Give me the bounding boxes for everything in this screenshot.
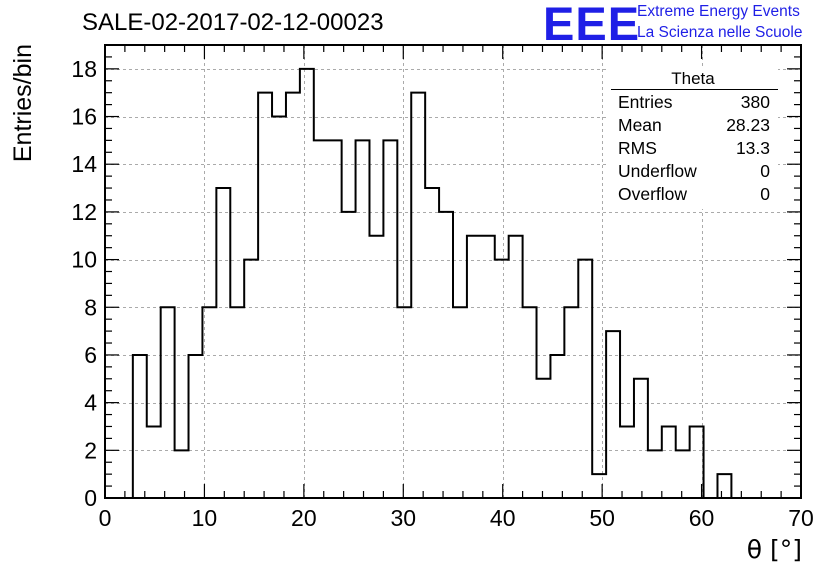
histogram-bin (356, 140, 370, 498)
stats-title: Theta (671, 69, 715, 88)
histogram-bin (230, 307, 244, 498)
stats-row: RMS 13.3 (618, 138, 770, 160)
histogram-bin (202, 307, 216, 498)
stats-label: Entries (618, 92, 673, 112)
histogram-bin (133, 355, 147, 498)
stats-value: 380 (740, 92, 770, 112)
eee-logo: EEE (543, 0, 641, 50)
x-tick-label: 20 (291, 505, 317, 531)
stats-label: Mean (618, 115, 662, 135)
histogram-bin (550, 355, 564, 498)
x-axis-label: θ [°] (747, 535, 802, 564)
stats-value: 28.23 (726, 115, 770, 135)
histogram-bin (509, 236, 523, 498)
y-tick-label: 12 (71, 199, 97, 225)
histogram-bin (300, 69, 314, 498)
stats-row: Underflow 0 (618, 161, 770, 183)
stats-label: Underflow (618, 161, 697, 181)
y-axis-label: Entries/bin (9, 44, 37, 162)
stats-row: Entries 380 (618, 92, 770, 114)
x-tick-label: 60 (689, 505, 715, 531)
stats-label: Overflow (618, 184, 688, 204)
stats-box: Theta Entries 380 Mean 28.23 RMS 13.3 Un… (608, 69, 778, 209)
histogram-bin (147, 426, 161, 498)
axis-ticks (104, 44, 802, 499)
histogram-bin (662, 426, 676, 498)
histogram-bin (592, 474, 606, 498)
histogram-bin (161, 307, 175, 498)
y-tick-label: 18 (71, 56, 97, 82)
histogram-bin (537, 379, 551, 498)
histogram-bin (314, 140, 328, 498)
histogram-bin (369, 236, 383, 498)
x-tick-label: 30 (390, 505, 416, 531)
histogram-bin (717, 474, 731, 498)
histogram-bin (495, 260, 509, 498)
histogram-bin (411, 93, 425, 498)
x-tick-label: 70 (788, 505, 814, 531)
stats-value: 13.3 (735, 138, 770, 158)
histogram-bin (634, 379, 648, 498)
y-tick-label: 8 (84, 294, 97, 320)
y-tick-label: 0 (84, 485, 97, 511)
histogram-bin (216, 188, 230, 498)
histogram-bin (523, 307, 537, 498)
histogram-bin (175, 450, 189, 498)
run-title: SALE-02-2017-02-12-00023 (82, 9, 384, 36)
y-tick-label: 14 (71, 151, 97, 177)
histogram-bin (690, 426, 704, 498)
histogram-bin (453, 307, 467, 498)
logo-caption-line2: La Scienza nelle Scuole (637, 24, 803, 41)
histogram-bin (620, 426, 634, 498)
histogram-bin (439, 212, 453, 498)
stats-value: 0 (760, 184, 770, 204)
histogram-bin (676, 450, 690, 498)
histogram-bin (425, 188, 439, 498)
histogram-bin (383, 140, 397, 498)
stats-label: RMS (618, 138, 657, 158)
histogram-bin (244, 260, 258, 498)
stats-row: Overflow 0 (618, 184, 770, 206)
histogram-bin (272, 117, 286, 498)
logo-caption-line1: Extreme Energy Events (637, 3, 800, 20)
x-tick-label: 40 (490, 505, 516, 531)
histogram-outline (118, 67, 733, 499)
y-tick-label: 6 (84, 342, 97, 368)
histogram-bin (648, 450, 662, 498)
histogram-bin (606, 331, 620, 498)
y-tick-label: 16 (71, 104, 97, 130)
stats-value: 0 (760, 161, 770, 181)
histogram-bin (258, 93, 272, 498)
stats-row: Mean 28.23 (618, 115, 770, 137)
histogram-bin (481, 236, 495, 498)
y-tick-label: 2 (84, 437, 97, 463)
histogram-bin (328, 140, 342, 498)
histogram-bin (397, 307, 411, 498)
histogram-bin (286, 93, 300, 498)
plot-frame (104, 44, 802, 499)
x-tick-label: 10 (192, 505, 218, 531)
histogram-bin (342, 212, 356, 498)
histogram-bin (578, 260, 592, 498)
x-tick-label: 50 (589, 505, 615, 531)
y-tick-label: 4 (84, 390, 97, 416)
histogram-bin (467, 236, 481, 498)
stats-divider (611, 89, 778, 90)
y-tick-label: 10 (71, 247, 97, 273)
x-tick-label: 0 (99, 505, 112, 531)
histogram-bin (189, 355, 203, 498)
histogram-bin (564, 307, 578, 498)
